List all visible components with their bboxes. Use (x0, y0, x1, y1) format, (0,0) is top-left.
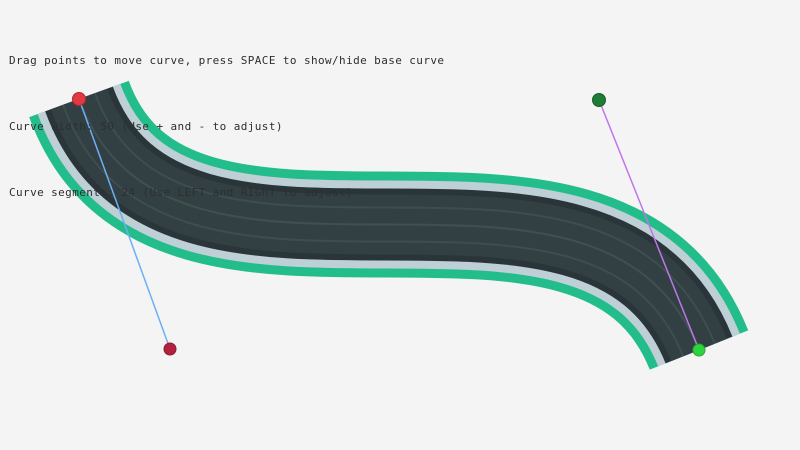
instruction-line-width: Curve width: 50 (Use + and - to adjust) (9, 120, 283, 133)
start-handle-line (78, 98, 171, 350)
instructions-hud: Drag points to move curve, press SPACE t… (9, 6, 444, 248)
control-point-end[interactable] (692, 343, 706, 357)
instruction-line-drag: Drag points to move curve, press SPACE t… (9, 54, 445, 67)
instruction-line-segments: Curve segments: 24 (Use LEFT and RIGHT t… (9, 186, 354, 199)
control-point-end-handle[interactable] (592, 93, 606, 107)
control-point-start-handle[interactable] (163, 342, 177, 356)
road-layer-base-curve-line (78, 98, 700, 351)
control-point-start[interactable] (72, 92, 86, 106)
end-handle-line (598, 99, 700, 351)
